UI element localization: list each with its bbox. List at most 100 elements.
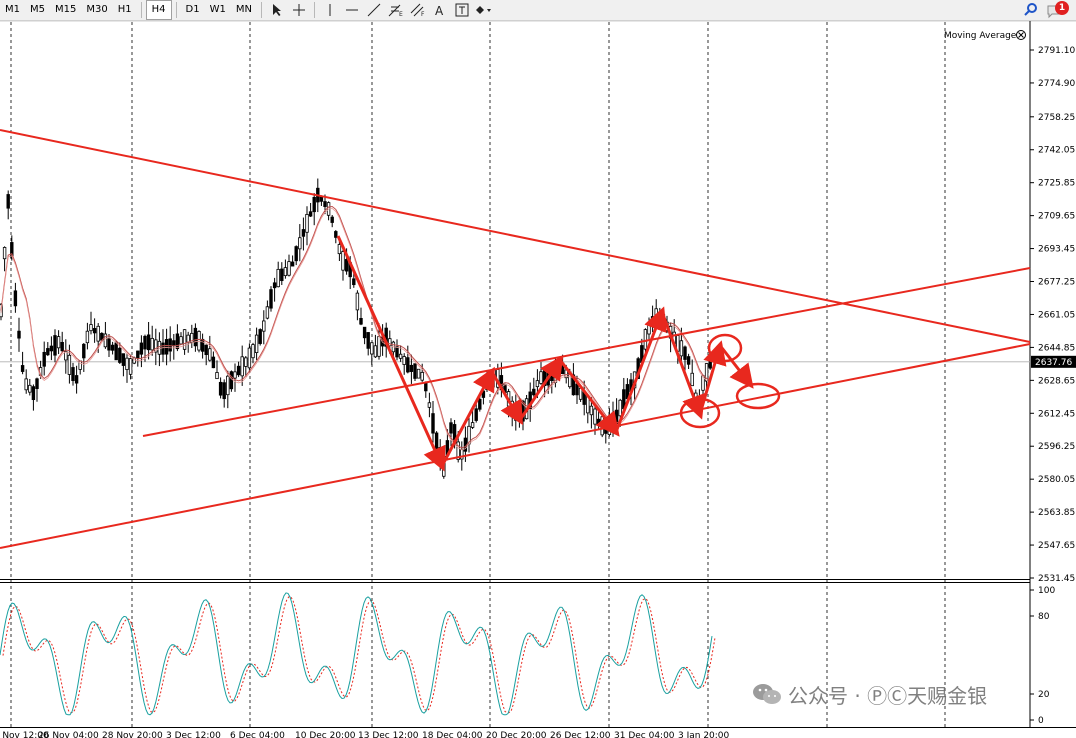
timeframe-m30[interactable]: M30 bbox=[86, 4, 108, 15]
candle-body bbox=[276, 268, 280, 288]
candle-body bbox=[305, 214, 309, 233]
candle-body bbox=[355, 292, 360, 311]
candle-body bbox=[319, 196, 324, 202]
trendline-icon[interactable] bbox=[363, 1, 385, 19]
target-circle[interactable] bbox=[707, 333, 743, 363]
time-label: 25 Nov 12:00 bbox=[0, 731, 49, 738]
time-label: 3 Dec 12:00 bbox=[166, 731, 221, 738]
candle-body bbox=[182, 329, 187, 350]
moving-average-line bbox=[0, 208, 711, 451]
candle-body bbox=[103, 333, 108, 348]
price-label: 2742.05 bbox=[1038, 146, 1075, 156]
candle-body bbox=[373, 345, 378, 358]
price-label: 2758.25 bbox=[1038, 113, 1075, 123]
zigzag-arrow[interactable] bbox=[558, 359, 620, 437]
candle-body bbox=[193, 327, 198, 347]
price-label: 2791.10 bbox=[1038, 46, 1075, 56]
zigzag-arrow[interactable] bbox=[440, 366, 495, 467]
text-icon[interactable]: A bbox=[429, 1, 451, 19]
notifications-icon[interactable]: 1 bbox=[1046, 1, 1070, 19]
candle-body bbox=[17, 330, 21, 339]
candle-body bbox=[96, 325, 100, 342]
stochastic-main-line bbox=[0, 592, 713, 716]
zigzag-arrow[interactable] bbox=[490, 371, 524, 426]
fibonacci-icon[interactable]: E bbox=[385, 1, 407, 19]
upper-channel-line[interactable] bbox=[142, 267, 1031, 437]
candle-body bbox=[283, 267, 288, 277]
price-label: 2596.25 bbox=[1038, 442, 1075, 452]
support-circle[interactable] bbox=[679, 397, 721, 429]
timeframe-m5[interactable]: M5 bbox=[30, 4, 45, 15]
projection-arrow[interactable] bbox=[720, 347, 754, 389]
candle-body bbox=[474, 408, 478, 421]
crosshair-icon[interactable] bbox=[288, 1, 310, 19]
channel-icon[interactable]: F bbox=[407, 1, 429, 19]
candle-body bbox=[614, 409, 619, 424]
candle-body bbox=[67, 354, 72, 375]
candle-body bbox=[600, 416, 604, 436]
zigzag-arrow[interactable] bbox=[614, 306, 667, 433]
candle-body bbox=[53, 335, 57, 356]
candle-body bbox=[82, 343, 86, 359]
candle-body bbox=[118, 347, 122, 363]
price-label: 2774.90 bbox=[1038, 79, 1075, 89]
candle-body bbox=[161, 342, 165, 355]
toolbar-separator bbox=[260, 2, 262, 18]
timeframe-d1[interactable]: D1 bbox=[185, 4, 200, 15]
notification-badge: 1 bbox=[1055, 1, 1069, 15]
current-price-label: 2637.76 bbox=[1035, 358, 1072, 368]
descending-trendline[interactable] bbox=[0, 129, 1031, 343]
price-label: 2725.85 bbox=[1038, 179, 1075, 189]
candle-body bbox=[654, 308, 658, 318]
candle-body bbox=[218, 381, 223, 396]
price-label: 2531.45 bbox=[1038, 574, 1075, 584]
candle-body bbox=[362, 326, 367, 339]
candle-body bbox=[294, 246, 298, 262]
timeframe-bar: M1 M5 M15 M30 H1 H4 D1 W1 MN bbox=[0, 0, 257, 20]
candle-body bbox=[49, 345, 54, 352]
price-label: 2709.65 bbox=[1038, 212, 1075, 222]
candle-body bbox=[186, 334, 190, 343]
candle-body bbox=[258, 329, 262, 344]
timeframe-m15[interactable]: M15 bbox=[55, 4, 77, 15]
indicator-close-icon[interactable] bbox=[1018, 32, 1024, 38]
candle-body bbox=[28, 384, 32, 393]
candle-body bbox=[359, 317, 363, 325]
stochastic-signal-line bbox=[2, 596, 716, 714]
candle-body bbox=[301, 229, 306, 237]
candle-body bbox=[229, 371, 234, 390]
horizontal-line-icon[interactable] bbox=[341, 1, 363, 19]
time-label: 26 Dec 12:00 bbox=[550, 731, 611, 738]
candle-body bbox=[244, 357, 248, 367]
zigzag-arrow[interactable] bbox=[336, 235, 446, 472]
candle-body bbox=[46, 348, 50, 356]
text-label-icon[interactable] bbox=[451, 1, 473, 19]
candle-body bbox=[330, 216, 334, 223]
timeframe-mn[interactable]: MN bbox=[235, 4, 252, 15]
candle-body bbox=[596, 418, 601, 425]
timeframe-m1[interactable]: M1 bbox=[5, 4, 20, 15]
timeframe-w1[interactable]: W1 bbox=[209, 4, 226, 15]
candle-body bbox=[85, 330, 90, 344]
lower-channel-line[interactable] bbox=[0, 343, 1031, 549]
moving-average-line bbox=[0, 205, 711, 449]
candle-body bbox=[708, 361, 712, 369]
candle-body bbox=[370, 342, 374, 355]
time-label: 13 Dec 12:00 bbox=[358, 731, 419, 738]
vertical-line-icon[interactable] bbox=[319, 1, 341, 19]
candle-body bbox=[308, 211, 313, 217]
search-icon[interactable] bbox=[1024, 1, 1038, 20]
zigzag-arrow[interactable] bbox=[698, 340, 727, 415]
cursor-icon[interactable] bbox=[266, 1, 288, 19]
zigzag-arrow[interactable] bbox=[660, 311, 705, 420]
shapes-icon[interactable] bbox=[473, 1, 495, 19]
candle-body bbox=[139, 342, 144, 355]
timeframe-h4[interactable]: H4 bbox=[145, 0, 172, 20]
zigzag-arrow[interactable] bbox=[518, 355, 564, 421]
projection-circle[interactable] bbox=[735, 382, 781, 410]
candle-body bbox=[262, 320, 266, 332]
osc-label: 80 bbox=[1038, 612, 1050, 622]
indicator-close-icon[interactable] bbox=[1016, 30, 1026, 40]
timeframe-h1[interactable]: H1 bbox=[117, 4, 132, 15]
